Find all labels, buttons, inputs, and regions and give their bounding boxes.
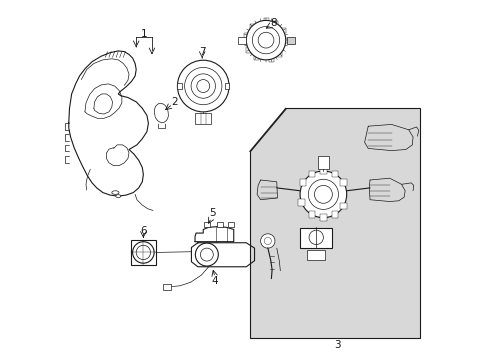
Bar: [246, 48, 251, 53]
Circle shape: [246, 21, 285, 60]
Bar: [263, 18, 268, 23]
Bar: [340, 180, 346, 186]
Bar: [253, 55, 258, 60]
Circle shape: [314, 185, 332, 203]
Bar: [158, 123, 164, 128]
Circle shape: [252, 27, 279, 54]
Circle shape: [195, 243, 218, 266]
Text: 8: 8: [269, 18, 276, 28]
Bar: [238, 37, 245, 44]
Ellipse shape: [154, 103, 168, 122]
Circle shape: [300, 171, 346, 218]
Bar: [280, 28, 285, 33]
Circle shape: [191, 74, 215, 98]
Bar: [268, 57, 273, 62]
Circle shape: [308, 179, 338, 210]
Bar: [217, 222, 223, 227]
Bar: [195, 113, 211, 124]
Circle shape: [200, 248, 213, 261]
Circle shape: [196, 80, 209, 93]
Bar: [298, 199, 304, 206]
Circle shape: [177, 60, 228, 112]
Bar: [227, 222, 233, 227]
Bar: [203, 222, 209, 227]
Text: 1: 1: [141, 29, 147, 39]
Text: 4: 4: [211, 276, 218, 286]
Circle shape: [260, 234, 274, 248]
Bar: [163, 284, 170, 290]
Bar: [131, 240, 156, 265]
Bar: [286, 37, 294, 44]
Bar: [317, 156, 328, 168]
Bar: [249, 24, 254, 29]
Polygon shape: [249, 108, 419, 338]
Bar: [283, 38, 287, 42]
Bar: [299, 180, 306, 186]
Bar: [331, 171, 338, 177]
Text: 6: 6: [140, 226, 146, 236]
Bar: [277, 51, 282, 57]
Text: 2: 2: [171, 97, 178, 107]
Bar: [340, 203, 346, 209]
Circle shape: [184, 67, 222, 105]
Circle shape: [258, 32, 273, 48]
Bar: [331, 211, 338, 218]
Ellipse shape: [116, 195, 121, 198]
Bar: [306, 249, 325, 260]
Bar: [308, 171, 314, 177]
Text: 7: 7: [199, 47, 205, 57]
Bar: [177, 83, 182, 89]
Circle shape: [132, 242, 154, 263]
Bar: [244, 32, 249, 37]
Bar: [273, 21, 278, 26]
Bar: [224, 83, 228, 89]
Text: 5: 5: [209, 208, 216, 218]
Bar: [308, 211, 314, 218]
Text: 3: 3: [334, 340, 340, 350]
Circle shape: [264, 237, 271, 244]
Bar: [320, 215, 326, 221]
Circle shape: [136, 245, 150, 260]
Circle shape: [308, 230, 323, 244]
Ellipse shape: [112, 191, 119, 194]
Bar: [300, 228, 332, 248]
Bar: [320, 168, 326, 174]
